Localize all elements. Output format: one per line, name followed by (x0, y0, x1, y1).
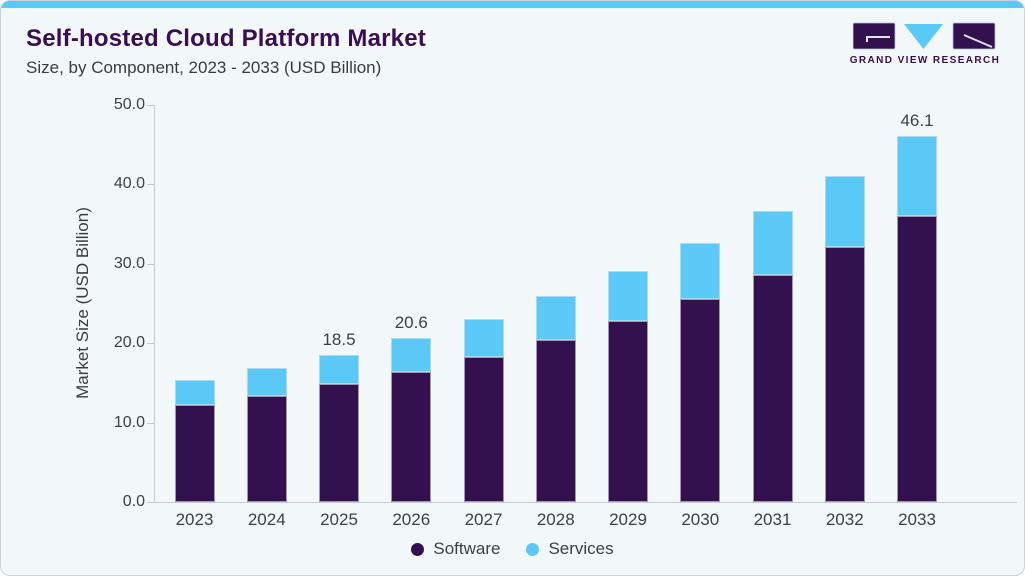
legend-label-services: Services (548, 539, 614, 558)
bar-segment-services-2031 (752, 211, 793, 275)
x-axis-tick-label: 2027 (464, 510, 503, 529)
bar-segment-services-2033 (897, 135, 937, 217)
logo-r-block (952, 22, 995, 50)
y-axis-tick-label: 10.0 (113, 413, 145, 431)
bar-segment-services-2024 (246, 367, 287, 396)
gvr-logo: GRAND VIEW RESEARCH (850, 21, 1000, 66)
y-axis-tick (147, 502, 154, 503)
bar-segment-software-2032 (824, 247, 865, 502)
legend-label-software: Software (433, 539, 501, 558)
bar-total-label-2026: 20.6 (394, 313, 428, 333)
y-axis-tick (147, 105, 154, 106)
x-axis-tick-label: 2024 (247, 510, 286, 529)
bar-total-label-2025: 18.5 (322, 330, 356, 350)
chart-legend: Software Services (1, 539, 1024, 559)
bar-segment-software-2027 (463, 356, 504, 502)
gvr-logo-mark (852, 22, 995, 50)
bar-segment-software-2033 (897, 216, 937, 502)
legend-item-software: Software (411, 539, 500, 559)
bar-segment-services-2029 (608, 270, 648, 321)
y-axis-tick (147, 422, 154, 424)
logo-v-triangle (903, 24, 943, 49)
top-accent-bar (1, 1, 1024, 8)
bar-segment-software-2029 (608, 320, 648, 502)
y-axis-tick-label: 20.0 (113, 334, 145, 352)
bar-segment-services-2030 (680, 243, 721, 299)
x-axis-tick-label: 2031 (753, 510, 792, 529)
legend-item-services: Services (526, 539, 614, 559)
x-axis-tick-label: 2028 (536, 510, 575, 529)
gvr-logo-wordmark: GRAND VIEW RESEARCH (849, 55, 1001, 66)
bar-segment-services-2026 (391, 338, 432, 372)
bar-segment-software-2028 (535, 340, 576, 502)
bar-total-label-2033: 46.1 (900, 110, 934, 130)
x-axis-tick-label: 2032 (825, 510, 864, 529)
x-axis-tick-label: 2026 (392, 510, 431, 529)
y-axis-tick (147, 343, 154, 345)
legend-swatch-services (526, 542, 540, 556)
x-axis-tick-label: 2025 (320, 510, 358, 529)
x-axis-tick-label: 2033 (898, 510, 936, 529)
y-axis-tick-label: 30.0 (113, 254, 145, 272)
bar-segment-services-2025 (319, 355, 359, 385)
y-axis-tick (147, 263, 154, 265)
bar-segment-software-2024 (246, 395, 287, 502)
y-axis-tick-label: 40.0 (113, 175, 145, 193)
bar-segment-services-2028 (535, 296, 576, 340)
logo-r-glyph (963, 34, 992, 48)
bar-segment-services-2023 (174, 379, 215, 406)
x-axis-tick-label: 2029 (609, 510, 647, 529)
chart-title: Self-hosted Cloud Platform Market (26, 25, 426, 52)
bar-segment-services-2027 (463, 318, 504, 357)
logo-g-glyph (865, 36, 890, 42)
chart-subtitle: Size, by Component, 2023 - 2033 (USD Bil… (26, 58, 382, 77)
bar-segment-software-2031 (752, 274, 793, 502)
x-axis-tick-label: 2023 (175, 510, 214, 529)
y-axis-tick-label: 0.0 (122, 493, 145, 510)
x-axis-tick-label: 2030 (681, 510, 720, 529)
bar-segment-software-2030 (680, 298, 721, 502)
y-axis-line (154, 105, 155, 503)
legend-swatch-software (411, 542, 425, 556)
bar-segment-software-2026 (391, 371, 432, 502)
y-axis-tick-label: 50.0 (113, 96, 145, 113)
y-axis-tick (147, 184, 154, 186)
x-axis-line (154, 502, 1017, 503)
bar-segment-software-2025 (319, 384, 359, 502)
bar-segment-services-2032 (824, 175, 865, 248)
header: Self-hosted Cloud Platform Market Size, … (26, 25, 426, 78)
bar-segment-software-2023 (174, 405, 215, 502)
